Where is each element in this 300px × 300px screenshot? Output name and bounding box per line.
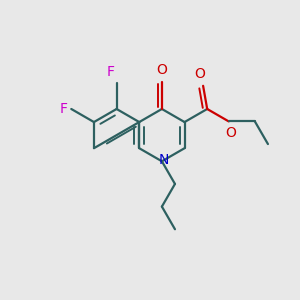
Text: F: F [60,102,68,116]
Text: O: O [157,63,167,77]
Text: N: N [158,153,169,167]
Text: O: O [195,67,206,81]
Text: F: F [106,65,114,79]
Text: O: O [225,126,236,140]
